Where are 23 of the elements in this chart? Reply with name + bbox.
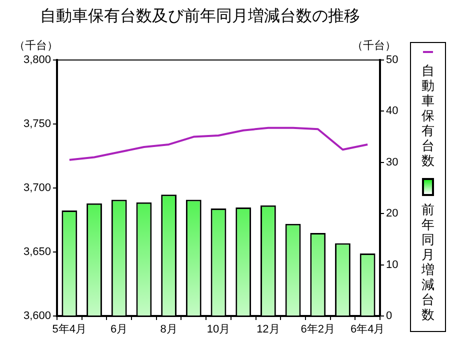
x-tick-label: 5年4月 xyxy=(52,324,87,336)
x-tick-label: 8月 xyxy=(160,324,178,336)
y2-tick-label: 30 xyxy=(386,156,398,168)
y2-tick-label: 40 xyxy=(386,105,398,118)
x-tick-label: 6年2月 xyxy=(300,324,336,336)
x-tick-label: 10月 xyxy=(206,324,230,336)
legend-label: 自動車保有台数 xyxy=(422,63,434,168)
y2-axis-title: （千台） xyxy=(352,39,396,53)
y-tick-label: 3,600 xyxy=(23,310,51,322)
y2-tick-label: 50 xyxy=(386,54,398,66)
chart-title: 自動車保有台数及び前年同月増減台数の推移 xyxy=(39,6,361,27)
x-tick-label: 6月 xyxy=(110,324,128,336)
y2-tick-label: 10 xyxy=(386,258,398,271)
y2-tick-label: 0 xyxy=(386,310,392,322)
y2-tick-label: 20 xyxy=(386,208,398,220)
legend-label: 前年同月増減台数 xyxy=(422,202,434,322)
y-axis-title: （千台） xyxy=(14,39,58,53)
y-tick-label: 3,800 xyxy=(23,54,51,66)
y-tick-label: 3,650 xyxy=(23,246,51,258)
x-tick-label: 12月 xyxy=(256,324,280,336)
x-tick-label: 6年4月 xyxy=(350,324,385,336)
y-tick-label: 3,750 xyxy=(23,118,51,130)
y-tick-label: 3,700 xyxy=(23,182,51,194)
